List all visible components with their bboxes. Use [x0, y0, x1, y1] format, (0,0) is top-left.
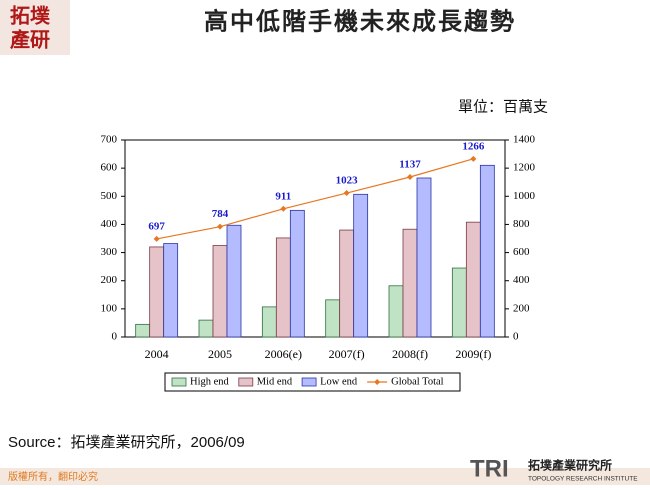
data-label: 911 [275, 190, 291, 202]
y2-tick-label: 1400 [513, 134, 536, 146]
x-tick-label: 2007(f) [329, 347, 365, 361]
legend-swatch [374, 379, 381, 385]
data-label: 1023 [336, 175, 359, 187]
x-tick-label: 2004 [145, 347, 169, 361]
source: Source：拓墣產業研究所，2006/09 [8, 434, 245, 451]
legend-label: Low end [320, 376, 358, 387]
bar [325, 299, 341, 338]
data-label: 1137 [399, 159, 421, 171]
x-tick-label: 2005 [208, 347, 232, 361]
y2-tick-label: 0 [513, 331, 519, 343]
y-tick-label: 700 [101, 134, 118, 146]
logo-text: 拓墣 [10, 5, 51, 28]
x-tick-label: 2008(f) [392, 347, 428, 361]
org: 拓墣產業研究所 [528, 458, 612, 473]
line-point [217, 223, 223, 230]
y-tick-label: 400 [101, 218, 118, 230]
logo-text: 產研 [10, 28, 50, 52]
unit: 單位：百萬支 [458, 98, 548, 116]
y2-tick-label: 1000 [513, 190, 536, 202]
legend-swatch [238, 377, 254, 387]
legend-label: Mid end [257, 376, 293, 387]
line-point [343, 190, 350, 197]
bar [212, 245, 228, 338]
brand: TRI [470, 455, 509, 482]
copyright: 版權所有，翻印必究 [8, 470, 98, 483]
legend-swatch [301, 377, 317, 387]
legend-swatch [171, 377, 187, 387]
bar [275, 237, 291, 338]
bar [261, 306, 277, 338]
bar [149, 246, 165, 338]
y2-tick-label: 1200 [513, 162, 536, 174]
bar [226, 224, 242, 338]
y-tick-label: 300 [101, 246, 118, 258]
bar [479, 164, 495, 338]
bar [451, 267, 467, 338]
bar [465, 221, 481, 338]
y-tick-label: 600 [101, 162, 118, 174]
data-label: 697 [148, 220, 165, 232]
legend-label: Global Total [391, 376, 444, 387]
footer-bar [0, 468, 650, 485]
bar [289, 209, 305, 338]
data-label: 784 [212, 208, 229, 220]
y2-tick-label: 200 [513, 302, 530, 314]
data-label: 1266 [462, 140, 485, 152]
line-point [153, 235, 160, 242]
line [156, 158, 474, 240]
y2-tick-label: 400 [513, 274, 530, 286]
line-point [280, 205, 287, 212]
line-point [407, 174, 413, 181]
y2-tick-label: 800 [513, 218, 530, 230]
legend-label: High end [190, 376, 230, 387]
bar [353, 193, 369, 338]
y-tick-label: 200 [101, 274, 118, 286]
bar [402, 228, 418, 338]
y2-tick-label: 600 [513, 246, 530, 258]
logo-bg [0, 0, 70, 55]
bar [198, 319, 214, 338]
title: 高中低階手機未來成長趨勢 [204, 8, 516, 36]
x-tick-label: 2006(e) [265, 347, 302, 361]
bar [339, 229, 355, 338]
bar [163, 243, 179, 338]
bar [388, 285, 404, 338]
org-en: TOPOLOGY RESEARCH INSTITUTE [528, 476, 638, 483]
y-tick-label: 0 [112, 331, 118, 343]
line-point [470, 155, 477, 162]
y-tick-label: 500 [101, 190, 118, 202]
bar [416, 177, 432, 338]
plot-frame [124, 139, 506, 338]
bar [135, 323, 151, 338]
y-tick-label: 100 [101, 302, 118, 314]
x-tick-label: 2009(f) [455, 347, 491, 361]
